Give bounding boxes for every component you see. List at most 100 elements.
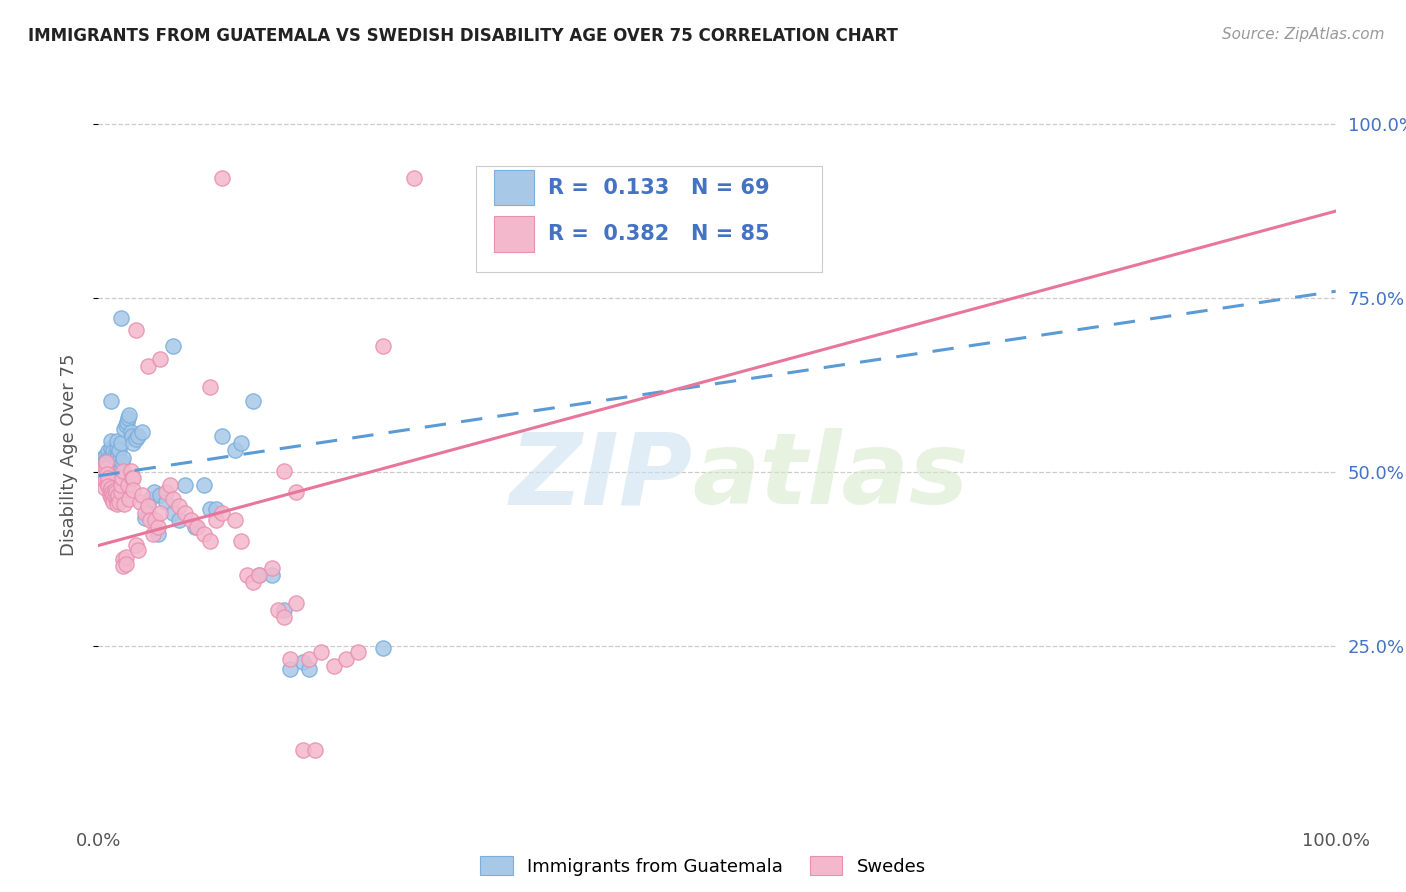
Point [136,506,159,520]
Point [247,568,270,582]
Point [108,494,131,508]
Point [98,450,121,464]
Point [110,310,132,325]
Point [111,471,134,485]
Point [117,411,139,425]
Point [198,533,221,548]
Point [298,662,321,676]
Point [111,455,134,469]
Point [93,451,115,466]
Text: IMMIGRANTS FROM GUATEMALA VS SWEDISH DISABILITY AGE OVER 75 CORRELATION CHART: IMMIGRANTS FROM GUATEMALA VS SWEDISH DIS… [28,27,898,45]
Point [174,506,197,520]
Point [162,338,184,352]
Point [291,655,314,669]
Point [124,539,146,553]
Point [93,455,115,469]
Point [174,478,197,492]
Text: atlas: atlas [692,428,969,525]
Point [242,394,264,409]
Point [96,467,118,481]
Point [402,171,425,186]
Point [134,506,156,520]
FancyBboxPatch shape [475,166,823,272]
Point [104,484,127,499]
Point [98,457,121,471]
Point [142,526,165,541]
Point [93,468,115,483]
Point [96,452,118,467]
Text: R =  0.133   N = 69: R = 0.133 N = 69 [547,178,769,198]
Point [260,568,283,582]
Point [110,462,132,476]
Point [117,478,139,492]
Point [97,462,120,476]
Point [120,464,142,478]
Point [198,501,221,516]
Point [112,464,135,478]
Point [103,450,125,464]
Point [103,490,125,504]
Point [155,494,177,508]
Point [112,552,135,566]
Point [180,513,202,527]
Point [224,513,246,527]
Point [96,459,118,474]
Point [139,491,162,506]
Point [118,491,141,506]
Text: R =  0.382   N = 85: R = 0.382 N = 85 [547,224,769,244]
Point [211,171,233,186]
Point [104,451,127,466]
Point [139,513,162,527]
Point [114,417,136,432]
Y-axis label: Disability Age Over 75: Disability Age Over 75 [59,353,77,557]
Point [186,519,208,533]
Point [100,394,122,409]
Point [91,464,114,478]
Point [136,499,159,513]
Point [247,568,270,582]
Point [278,652,301,666]
Point [122,471,145,485]
Point [114,550,136,565]
Point [149,506,172,520]
Point [120,425,142,439]
Point [105,497,128,511]
Point [124,432,146,446]
Point [100,490,122,504]
Point [107,488,129,502]
Point [273,464,295,478]
Point [121,471,143,485]
Point [101,491,124,506]
Point [112,422,135,436]
Point [112,497,135,511]
Bar [495,169,534,205]
Point [371,640,394,655]
Point [236,568,259,582]
Point [97,471,120,485]
Point [93,481,115,495]
Point [162,506,184,520]
Point [167,499,190,513]
Point [146,519,169,533]
Point [98,488,121,502]
Point [131,425,153,439]
Point [112,451,135,466]
Point [100,434,122,448]
Point [94,462,117,476]
Point [298,652,321,666]
Point [131,488,153,502]
Point [94,448,117,462]
Point [198,380,221,394]
Point [103,444,125,458]
Point [155,484,177,499]
Point [273,610,295,624]
Point [107,448,129,462]
Point [98,483,121,497]
Point [114,558,136,572]
Legend: Immigrants from Guatemala, Swedes: Immigrants from Guatemala, Swedes [472,849,934,883]
Point [91,458,114,473]
Point [107,455,129,469]
Point [143,484,166,499]
Point [105,434,128,448]
Point [103,483,125,497]
